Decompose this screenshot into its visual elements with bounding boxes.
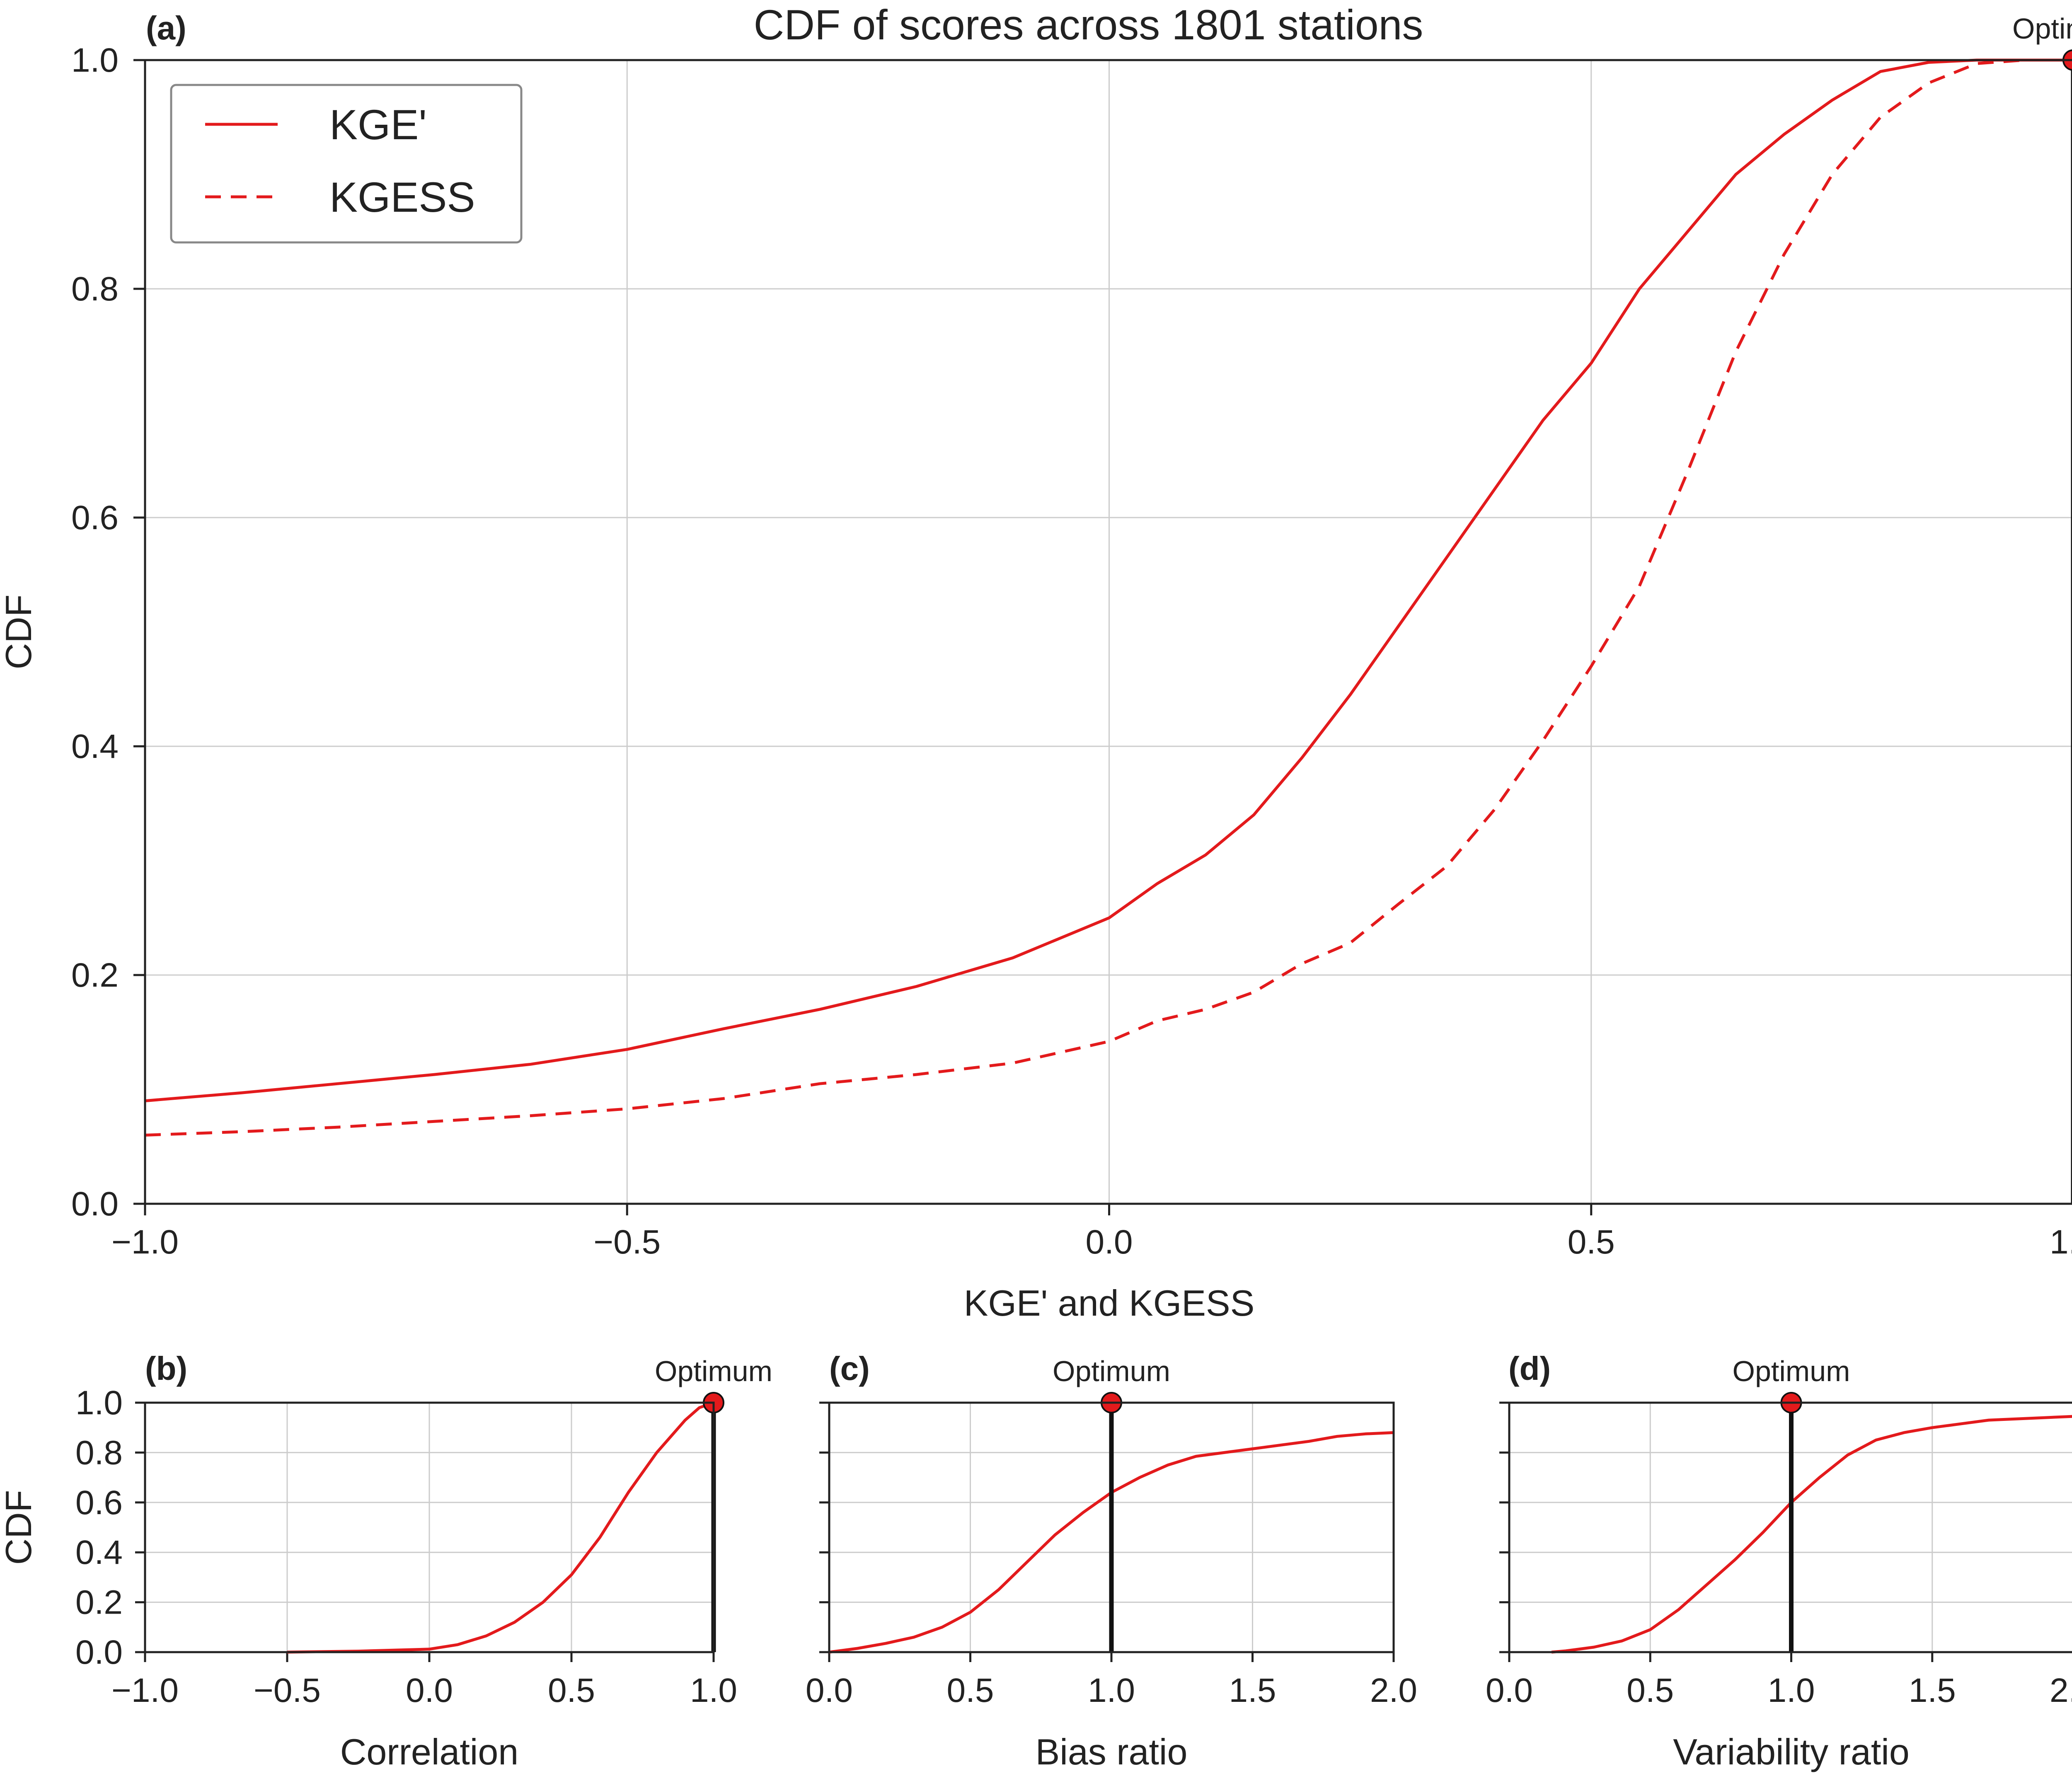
- x-tick-label: 0.0: [806, 1672, 853, 1709]
- plot-frame: [144, 59, 2072, 1205]
- y-tick-label: 0.0: [71, 1185, 119, 1223]
- x-tick-label: −0.5: [254, 1672, 321, 1709]
- optimum-label: Optimum: [1053, 1355, 1170, 1387]
- x-tick-label: 0.5: [1568, 1223, 1615, 1261]
- y-tick-label: 0.4: [75, 1534, 123, 1571]
- y-tick-label: 1.0: [71, 41, 119, 79]
- panel-tag: (b): [145, 1350, 187, 1387]
- x-tick-label: 1.0: [1088, 1672, 1135, 1709]
- x-tick-label: 1.0: [690, 1672, 737, 1709]
- x-axis-label: Variability ratio: [1673, 1731, 1910, 1772]
- series-line-variability-ratio: [1551, 1415, 2072, 1654]
- x-tick-label: 0.5: [1627, 1672, 1674, 1709]
- x-tick-label: 0.0: [406, 1672, 453, 1709]
- x-tick-label: 0.0: [1086, 1223, 1133, 1261]
- x-tick-label: 0.0: [1486, 1672, 1533, 1709]
- x-axis-label: KGE' and KGESS: [964, 1283, 1255, 1324]
- series-line-correlation: [287, 1401, 714, 1654]
- y-tick-label: 0.8: [71, 270, 119, 308]
- optimum-label: Optimum: [1733, 1355, 1850, 1387]
- x-tick-label: 1.5: [1909, 1672, 1956, 1709]
- legend-label: KGE': [329, 101, 427, 148]
- optimum-label: Optimum: [2012, 12, 2072, 45]
- y-tick-label: 0.0: [75, 1633, 123, 1671]
- x-axis-label: Bias ratio: [1036, 1731, 1188, 1772]
- optimum-label: Optimum: [655, 1355, 772, 1387]
- x-tick-label: 1.0: [2050, 1223, 2072, 1261]
- x-tick-label: 2.0: [1370, 1672, 1417, 1709]
- y-tick-label: 0.4: [71, 728, 119, 765]
- panel-b: −1.0 −0.5 0.0 0.5 1.0 0.0 0.2 0.4 0.6 0.8 1.0 Optim…: [0, 1350, 772, 1772]
- panel-a: −1.0 −0.5 0.0 0.5 1.0 0.0 0.2 0.4 0.6 0.8 1.0 Optim…: [0, 1, 2072, 1324]
- panel-tag: (d): [1508, 1350, 1551, 1387]
- y-tick-label: 1.0: [75, 1384, 123, 1422]
- panel-c: 0.0 0.5 1.0 1.5 2.0 Optimum (c) Bias ratio: [806, 1350, 1417, 1772]
- y-axis-label: CDF: [0, 595, 39, 670]
- y-tick-label: 0.2: [75, 1584, 123, 1621]
- y-tick-label: 0.2: [71, 956, 119, 994]
- chart-title: CDF of scores across 1801 stations: [754, 1, 1423, 48]
- plot-frame: [1508, 1401, 2072, 1653]
- x-tick-label: 2.0: [2050, 1672, 2072, 1709]
- legend-label: KGESS: [329, 174, 475, 221]
- y-axis-label: CDF: [0, 1490, 39, 1565]
- plot-frame: [144, 1401, 715, 1653]
- panel-tag: (c): [829, 1350, 870, 1387]
- y-tick-label: 0.6: [71, 499, 119, 537]
- y-tick-label: 0.6: [75, 1484, 123, 1522]
- legend: KGE' KGESS: [170, 84, 523, 244]
- x-tick-label: 1.5: [1229, 1672, 1276, 1709]
- x-axis-label: Correlation: [340, 1731, 518, 1772]
- x-tick-label: −0.5: [593, 1223, 661, 1261]
- x-tick-label: −1.0: [111, 1223, 179, 1261]
- panel-d: 0.0 0.5 1.0 1.5 2.0 Optimum (d) Variability rat…: [1486, 1350, 2072, 1772]
- series-line-kge: [145, 58, 2072, 1103]
- x-tick-label: 1.0: [1768, 1672, 1815, 1709]
- x-tick-label: 0.5: [548, 1672, 595, 1709]
- x-tick-label: −1.0: [111, 1672, 179, 1709]
- plot-frame: [828, 1401, 1395, 1653]
- x-tick-label: 0.5: [947, 1672, 994, 1709]
- panel-tag: (a): [146, 10, 186, 46]
- y-tick-label: 0.8: [75, 1434, 123, 1471]
